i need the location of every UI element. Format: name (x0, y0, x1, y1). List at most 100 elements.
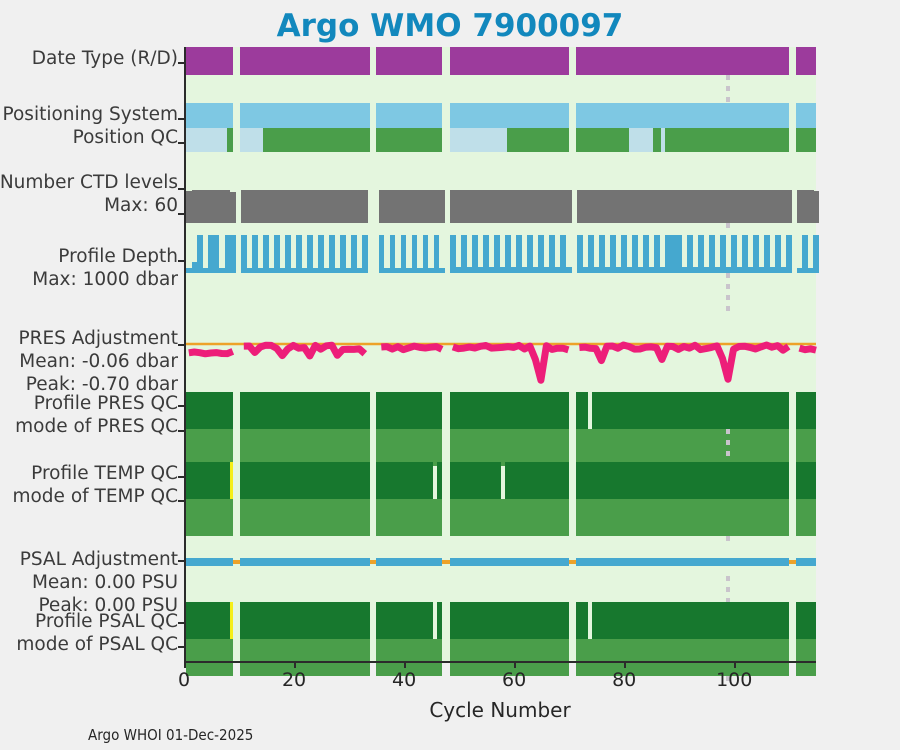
ctd-level-bar (230, 191, 236, 223)
temp-qc-flag-yellow (230, 462, 234, 499)
profile-pres-qc-segment (592, 392, 790, 429)
figure-footer: Argo WHOI 01-Dec-2025 (88, 726, 254, 744)
ctd-level-bar (565, 190, 572, 223)
ctd-level-bar (576, 190, 583, 223)
ctd-level-bar (807, 190, 814, 223)
ctd-level-bar (532, 190, 539, 223)
profile-depth-bar (428, 267, 434, 273)
mode-of-pres-qc-segment (796, 429, 816, 466)
profile-depth-bar (604, 266, 611, 273)
profile-depth-bar (351, 235, 357, 273)
ctd-level-bar (582, 190, 589, 223)
row-label-text: PSAL Adjustment (19, 549, 178, 570)
profile-depth-bar (796, 267, 803, 273)
profile-depth-bar (516, 235, 523, 273)
ctd-level-bar (246, 190, 253, 223)
profile-pres-qc-segment (576, 392, 588, 429)
profile-depth-bar (472, 235, 478, 273)
profile-depth-bar (389, 235, 396, 273)
profile-depth-bar (576, 235, 583, 273)
position-qc-segment (449, 128, 507, 152)
row-label-psal-qc: Profile PSAL QC mode of PSAL QC (16, 610, 178, 656)
ctd-level-bar (747, 190, 754, 223)
x-tick (294, 661, 296, 668)
profile-depth-bar (785, 235, 792, 273)
ctd-level-bar (279, 190, 286, 223)
profile-depth-bar (362, 235, 368, 273)
page-title: Argo WMO 7900097 (276, 8, 624, 44)
ctd-level-bar (554, 190, 561, 223)
profile-depth-bar (406, 267, 412, 273)
row-label-text: mode of TEMP QC (12, 486, 178, 507)
x-tick (624, 661, 626, 668)
cycle-marker-dotted-line (725, 223, 730, 233)
y-tick (178, 476, 185, 478)
profile-depth-bar (631, 235, 638, 273)
ctd-level-bar (389, 190, 396, 223)
mode-of-temp-qc-segment (449, 499, 569, 536)
ctd-level-bar (323, 190, 330, 223)
ctd-level-bar (411, 190, 418, 223)
profile-depth-bar (538, 235, 545, 273)
positioning-system-segment (186, 103, 234, 128)
ctd-level-bar (466, 190, 473, 223)
y-tick (178, 405, 185, 407)
position-qc-segment (227, 128, 234, 152)
ctd-level-bar (802, 190, 809, 223)
ctd-level-bar (527, 190, 534, 223)
profile-depth-bar (285, 235, 291, 273)
x-tick-label: 80 (612, 669, 637, 691)
profile-depth-bar (714, 266, 721, 273)
band-profile-depth (186, 233, 820, 273)
profile-depth-bar (752, 235, 759, 273)
band-positioning-system (186, 103, 816, 128)
ctd-level-bar (730, 190, 737, 223)
ctd-level-bar (219, 190, 225, 223)
profile-depth-bar (802, 235, 809, 273)
ctd-level-bar (224, 190, 231, 223)
mode-of-psal-qc-segment (576, 639, 790, 676)
x-tick (404, 661, 406, 668)
profile-depth-bar (708, 235, 715, 273)
profile-depth-bar (521, 267, 528, 273)
ctd-level-bar (472, 190, 478, 223)
position-qc-segment (576, 128, 629, 152)
ctd-level-bar (664, 190, 671, 223)
ctd-level-bar (543, 190, 550, 223)
profile-depth-bar (312, 268, 319, 273)
profile-depth-bar (565, 267, 572, 273)
ctd-level-bar (521, 190, 528, 223)
profile-depth-bar (246, 268, 253, 273)
positioning-system-segment (576, 103, 790, 128)
profile-depth-bar (675, 235, 682, 273)
row-label-text: Profile PRES QC (33, 393, 178, 414)
x-axis-label: Cycle Number (429, 698, 571, 722)
profile-depth-bar (224, 235, 231, 273)
row-sublabel-psal-mean: Mean: 0.00 PSU (31, 572, 178, 593)
profile-pres-qc-segment (796, 392, 816, 429)
ctd-level-bar (400, 190, 407, 223)
ctd-level-bar (681, 190, 688, 223)
ctd-level-bar (241, 190, 247, 223)
profile-depth-bar (554, 267, 561, 273)
ctd-level-bar (274, 190, 280, 223)
ctd-level-bar (488, 190, 495, 223)
x-tick (184, 661, 186, 668)
profile-depth-bar (422, 235, 429, 273)
profile-depth-bar (301, 268, 308, 273)
profile-depth-bar (323, 268, 330, 273)
ctd-level-bar (538, 190, 545, 223)
ctd-level-bar (653, 190, 660, 223)
y-tick (178, 62, 185, 64)
profile-depth-bar (450, 235, 456, 273)
profile-depth-bar (560, 235, 567, 273)
profile-depth-bar (279, 268, 286, 273)
profile-depth-bar (230, 235, 236, 273)
ctd-level-bar (461, 190, 467, 223)
ctd-level-bar (301, 190, 308, 223)
cycle-marker-dotted-line (725, 75, 730, 103)
profile-depth-bar (725, 266, 732, 273)
date-type-segment (796, 47, 816, 75)
psal-adjustment-line (796, 558, 816, 566)
cycle-marker-dotted-line (725, 429, 730, 462)
